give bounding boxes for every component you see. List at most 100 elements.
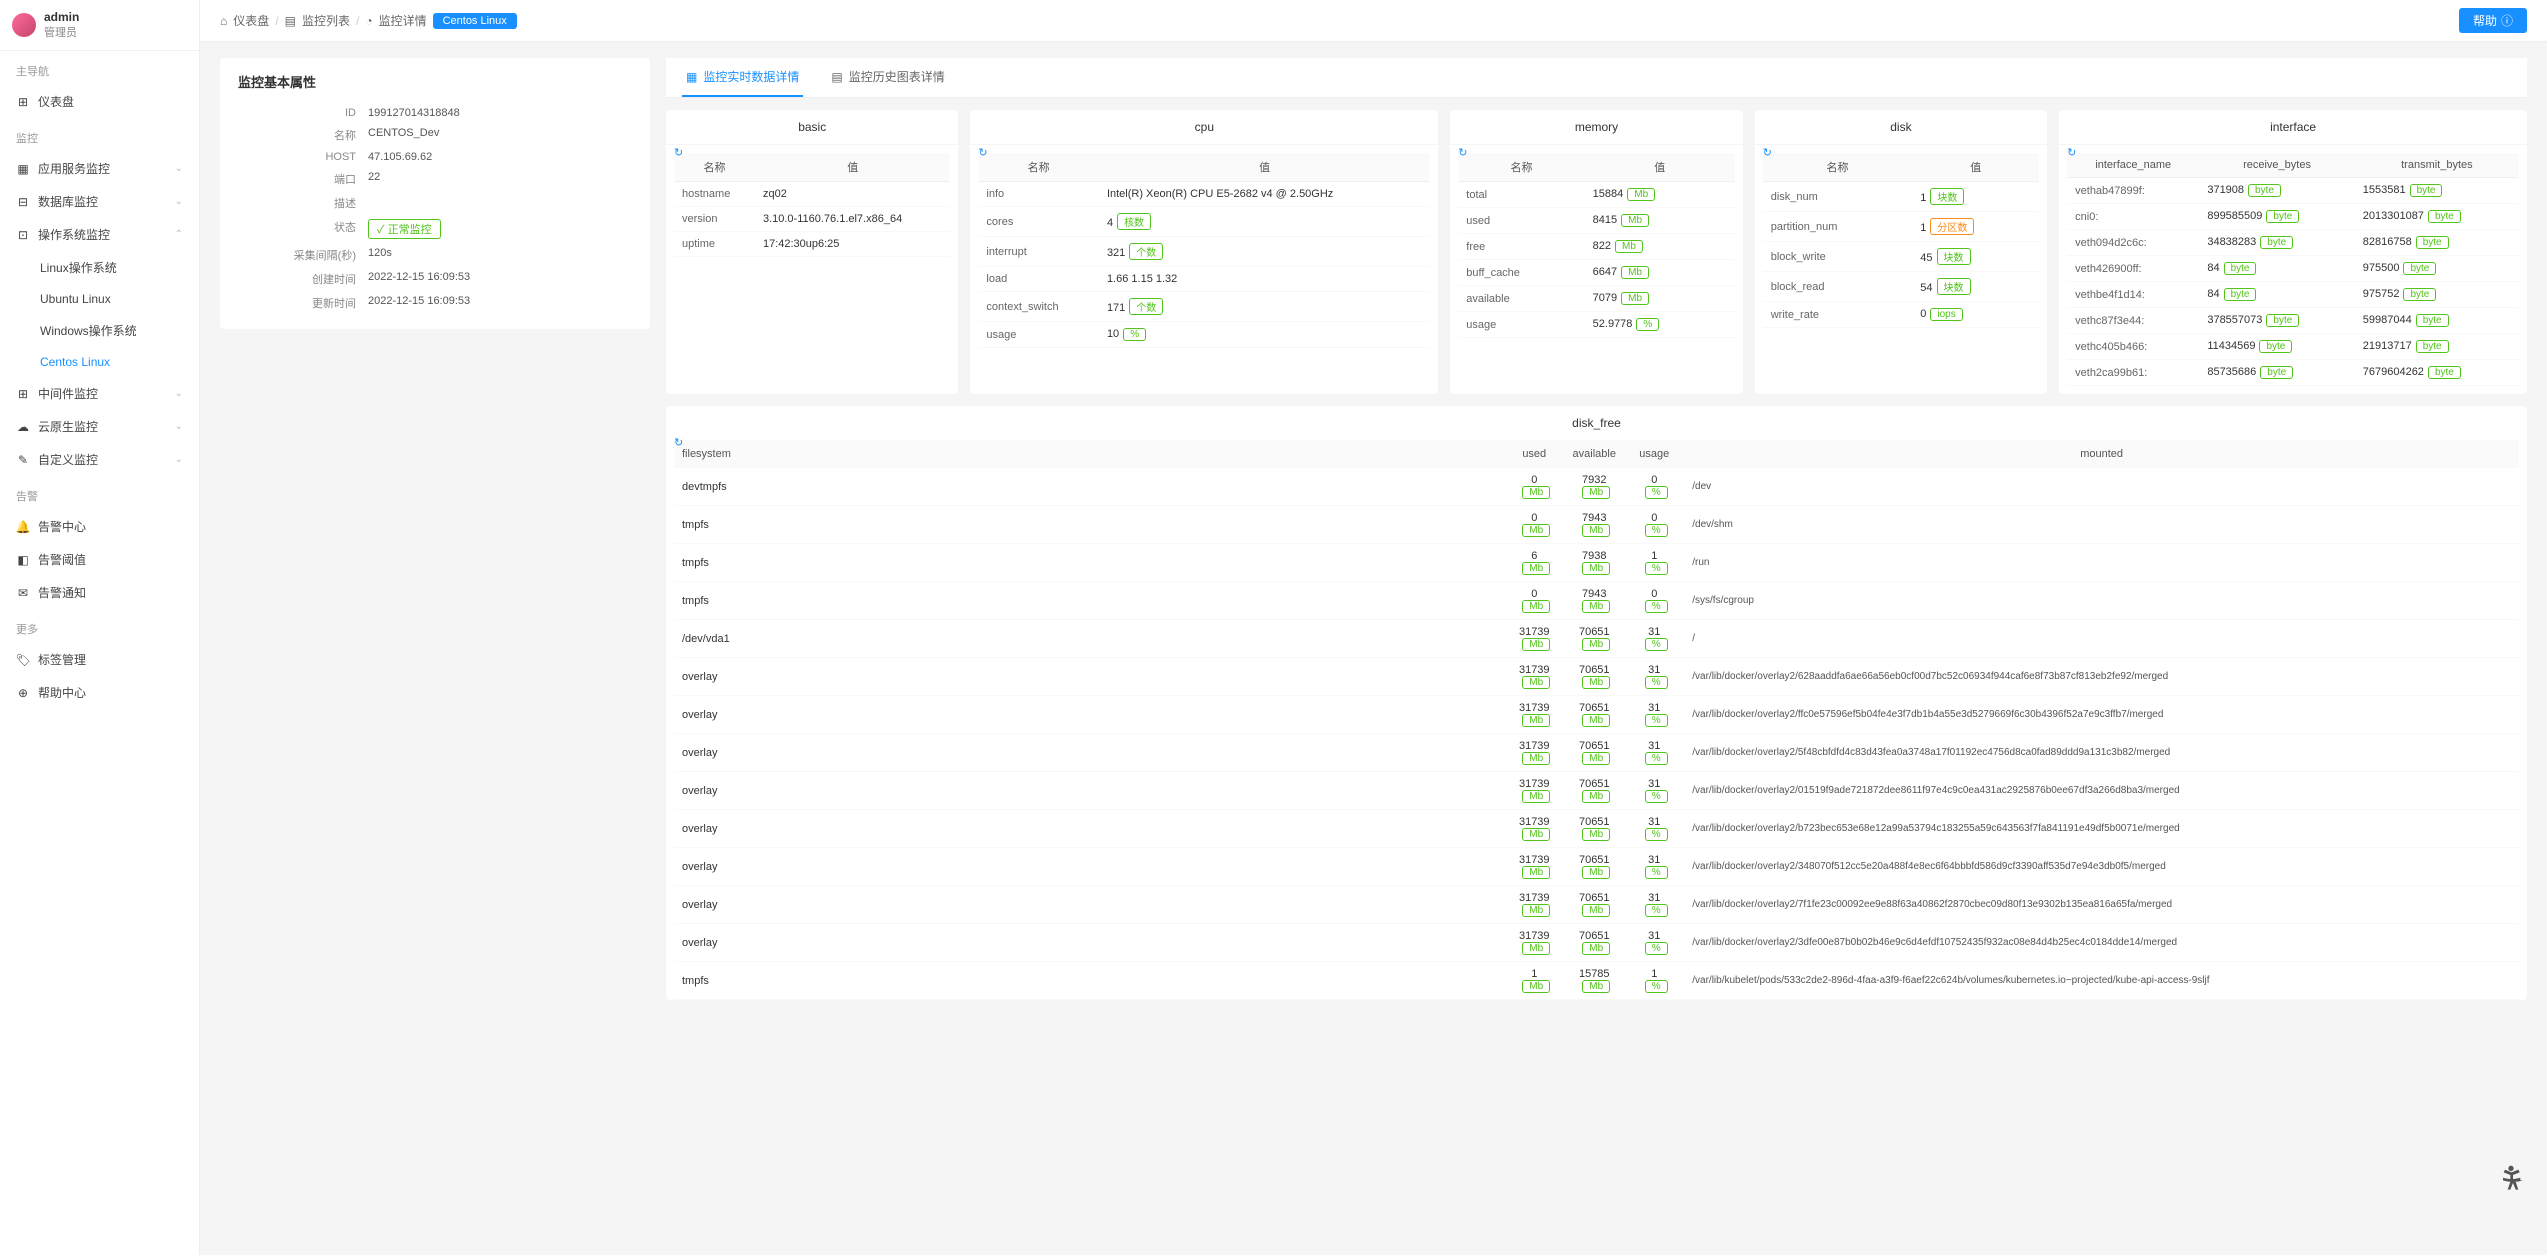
breadcrumb: ⌂ 仪表盘 / ▤ 监控列表 / ◔ 监控详情 Centos Linux [220, 12, 517, 29]
refresh-icon[interactable]: ↻ [1763, 146, 1772, 159]
tabs: ▦监控实时数据详情 ▤监控历史图表详情 [666, 58, 2527, 98]
nav-cloud-monitor[interactable]: ☁云原生监控⌄ [0, 410, 199, 443]
nav-os-monitor[interactable]: ⊡操作系统监控⌃ [0, 218, 199, 251]
table-row: veth2ca99b61:85735686byte7679604262byte [2067, 360, 2519, 386]
breadcrumb-detail: 监控详情 [379, 12, 427, 29]
home-icon[interactable]: ⌂ [220, 14, 227, 28]
chevron-up-icon: ⌃ [175, 229, 183, 240]
nav-app-monitor[interactable]: ▦应用服务监控⌄ [0, 152, 199, 185]
table-row: write_rate0iops [1763, 302, 2039, 328]
attr-interval: 120s [368, 247, 392, 263]
table-row: overlay31739Mb70651Mb31%/var/lib/docker/… [674, 696, 2519, 734]
attr-name: CENTOS_Dev [368, 127, 439, 143]
user-name: admin [44, 10, 79, 24]
nav-os-ubuntu[interactable]: Ubuntu Linux [0, 284, 199, 314]
refresh-icon[interactable]: ↻ [1458, 146, 1467, 159]
table-row: overlay31739Mb70651Mb31%/var/lib/docker/… [674, 772, 2519, 810]
unit-badge: 块数 [1930, 188, 1964, 205]
disk-card: disk ↻ 名称值disk_num1块数partition_num1分区数bl… [1755, 110, 2047, 394]
nav-tag-mgmt[interactable]: 🏷标签管理 [0, 643, 199, 676]
breadcrumb-list[interactable]: 监控列表 [302, 12, 350, 29]
unit-badge: % [1636, 318, 1659, 331]
nav-os-linux[interactable]: Linux操作系统 [0, 251, 199, 284]
nav-custom-monitor[interactable]: ✎自定义监控⌄ [0, 443, 199, 476]
table-row: veth426900ff:84byte975500byte [2067, 256, 2519, 282]
nav-alert-threshold[interactable]: ◧告警阈值 [0, 543, 199, 576]
table-row: vethbe4f1d14:84byte975752byte [2067, 282, 2519, 308]
nav-section-monitor: 监控 [0, 118, 199, 152]
table-row: partition_num1分区数 [1763, 212, 2039, 242]
user-role: 管理员 [44, 24, 79, 40]
detail-icon: ◔ [365, 14, 372, 28]
unit-badge: % [1123, 328, 1146, 341]
table-row: overlay31739Mb70651Mb31%/var/lib/docker/… [674, 924, 2519, 962]
nav-section-main: 主导航 [0, 51, 199, 85]
nav-section-more: 更多 [0, 609, 199, 643]
refresh-icon[interactable]: ↻ [978, 146, 987, 159]
table-row: used8415Mb [1458, 208, 1734, 234]
app-icon: ▦ [16, 162, 30, 176]
unit-badge: 块数 [1937, 278, 1971, 295]
table-row: interrupt321个数 [978, 237, 1430, 267]
table-row: tmpfs0Mb7943Mb0%/dev/shm [674, 506, 2519, 544]
os-icon: ⊡ [16, 228, 30, 242]
refresh-icon[interactable]: ↻ [674, 146, 683, 159]
breadcrumb-current: Centos Linux [433, 13, 517, 29]
table-row: overlay31739Mb70651Mb31%/var/lib/docker/… [674, 886, 2519, 924]
history-icon: ▤ [831, 70, 842, 84]
chevron-down-icon: ⌄ [175, 388, 183, 399]
table-row: context_switch171个数 [978, 292, 1430, 322]
unit-badge: Mb [1615, 240, 1643, 253]
attr-id: 199127014318848 [368, 107, 460, 119]
table-row: usage10% [978, 322, 1430, 348]
threshold-icon: ◧ [16, 553, 30, 567]
help-button[interactable]: 帮助ⓘ [2459, 8, 2527, 33]
cloud-icon: ☁ [16, 420, 30, 434]
nav-alert-center[interactable]: 🔔告警中心 [0, 510, 199, 543]
refresh-icon[interactable]: ↻ [2067, 146, 2076, 159]
nav-os-centos[interactable]: Centos Linux [0, 347, 199, 377]
nav-mw-monitor[interactable]: ⊞中间件监控⌄ [0, 377, 199, 410]
unit-badge: 块数 [1937, 248, 1971, 265]
table-row: /dev/vda131739Mb70651Mb31%/ [674, 620, 2519, 658]
unit-badge: 个数 [1129, 298, 1163, 315]
table-row: cni0:899585509byte2013301087byte [2067, 204, 2519, 230]
interface-card: interface ↻ interface_namereceive_bytest… [2059, 110, 2527, 394]
table-row: devtmpfs0Mb7932Mb0%/dev [674, 468, 2519, 506]
refresh-icon[interactable]: ↻ [674, 436, 683, 449]
table-row: usage52.9778% [1458, 312, 1734, 338]
table-row: cores4核数 [978, 207, 1430, 237]
table-row: tmpfs0Mb7943Mb0%/sys/fs/cgroup [674, 582, 2519, 620]
topbar: ⌂ 仪表盘 / ▤ 监控列表 / ◔ 监控详情 Centos Linux 帮助ⓘ [200, 0, 2547, 42]
tab-history[interactable]: ▤监控历史图表详情 [827, 58, 948, 97]
attr-port: 22 [368, 171, 380, 187]
table-row: vethc87f3e44:378557073byte59987044byte [2067, 308, 2519, 334]
unit-badge: Mb [1621, 214, 1649, 227]
table-row: infoIntel(R) Xeon(R) CPU E5-2682 v4 @ 2.… [978, 182, 1430, 207]
nav-os-windows[interactable]: Windows操作系统 [0, 314, 199, 347]
user-block[interactable]: admin 管理员 [0, 0, 199, 51]
dashboard-icon: ⊞ [16, 95, 30, 109]
nav-help-center[interactable]: ⊕帮助中心 [0, 676, 199, 709]
breadcrumb-dashboard[interactable]: 仪表盘 [233, 12, 269, 29]
help-icon: ⊕ [16, 686, 30, 700]
sidebar: admin 管理员 主导航 ⊞仪表盘 监控 ▦应用服务监控⌄ ⊟数据库监控⌄ ⊡… [0, 0, 200, 1255]
attrs-title: 监控基本属性 [238, 72, 632, 91]
database-icon: ⊟ [16, 195, 30, 209]
unit-badge: iops [1930, 308, 1962, 321]
unit-badge: 分区数 [1930, 218, 1974, 235]
nav-alert-notify[interactable]: ✉告警通知 [0, 576, 199, 609]
chevron-down-icon: ⌄ [175, 421, 183, 432]
chevron-down-icon: ⌄ [175, 196, 183, 207]
chevron-down-icon: ⌄ [175, 454, 183, 465]
table-row: overlay31739Mb70651Mb31%/var/lib/docker/… [674, 848, 2519, 886]
table-row: tmpfs1Mb15785Mb1%/var/lib/kubelet/pods/5… [674, 962, 2519, 1000]
nav-db-monitor[interactable]: ⊟数据库监控⌄ [0, 185, 199, 218]
accessibility-icon[interactable] [2495, 1163, 2527, 1195]
unit-badge: Mb [1627, 188, 1655, 201]
tab-realtime[interactable]: ▦监控实时数据详情 [682, 58, 803, 97]
unit-badge: Mb [1621, 266, 1649, 279]
table-row: version3.10.0-1160.76.1.el7.x86_64 [674, 207, 950, 232]
nav-dashboard[interactable]: ⊞仪表盘 [0, 85, 199, 118]
realtime-icon: ▦ [686, 70, 697, 84]
